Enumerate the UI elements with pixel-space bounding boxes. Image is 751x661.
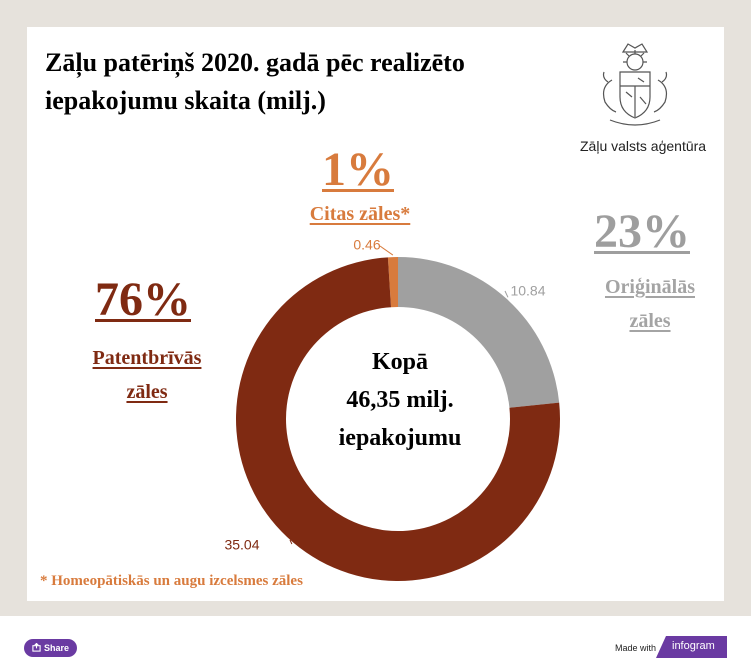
infogram-link[interactable]: infogram <box>656 636 727 658</box>
share-label: Share <box>44 643 70 653</box>
center-line2: 46,35 milj. <box>346 387 454 413</box>
donut-center-label: Kopā 46,35 milj. iepakojumu <box>300 343 500 457</box>
share-icon <box>32 643 41 652</box>
slice-leader-line <box>289 539 293 545</box>
generic-percent: 76% <box>95 273 191 326</box>
latvia-coat-of-arms-icon <box>602 43 668 126</box>
donut-chart: 0.46 10.84 35.04 <box>224 237 561 581</box>
other-percent: 1% <box>322 143 394 196</box>
original-label-line1: Oriģinālās <box>604 276 695 298</box>
slice-value-label: 10.84 <box>510 283 545 299</box>
share-button[interactable]: Share <box>24 639 77 657</box>
original-percent: 23% <box>594 205 690 258</box>
donut-slice <box>387 257 398 308</box>
footnote: * Homeopātiskās un augu izcelsmes zāles <box>40 573 303 589</box>
agency-name: Zāļu valsts aģentūra <box>580 138 707 154</box>
donut-slice <box>236 257 561 581</box>
generic-label: Patentbrīvās zāles <box>62 341 232 409</box>
infogram-brand: infogram <box>672 640 715 652</box>
infogram-badge-icon <box>656 636 727 658</box>
generic-label-line2: zāles <box>126 381 168 403</box>
original-label-line2: zāles <box>629 310 671 332</box>
slice-value-label: 0.46 <box>353 237 380 253</box>
original-label: Oriģinālās zāles <box>575 270 725 338</box>
center-line1: Kopā <box>371 349 428 375</box>
chart-card <box>27 27 724 601</box>
chart-title: Zāļu patēriņš 2020. gadā pēc realizēto i… <box>45 48 465 115</box>
slice-value-label: 35.04 <box>224 537 259 553</box>
slice-leader-line <box>379 245 394 256</box>
generic-label-line1: Patentbrīvās <box>92 347 202 369</box>
other-label: Citas zāles* <box>309 203 411 225</box>
slice-leader-line <box>504 290 509 298</box>
made-with-text: Made with <box>615 643 657 653</box>
center-line3: iepakojumu <box>338 425 462 451</box>
donut-slice <box>398 257 560 408</box>
agency-logo: Zāļu valsts aģentūra <box>580 42 706 157</box>
